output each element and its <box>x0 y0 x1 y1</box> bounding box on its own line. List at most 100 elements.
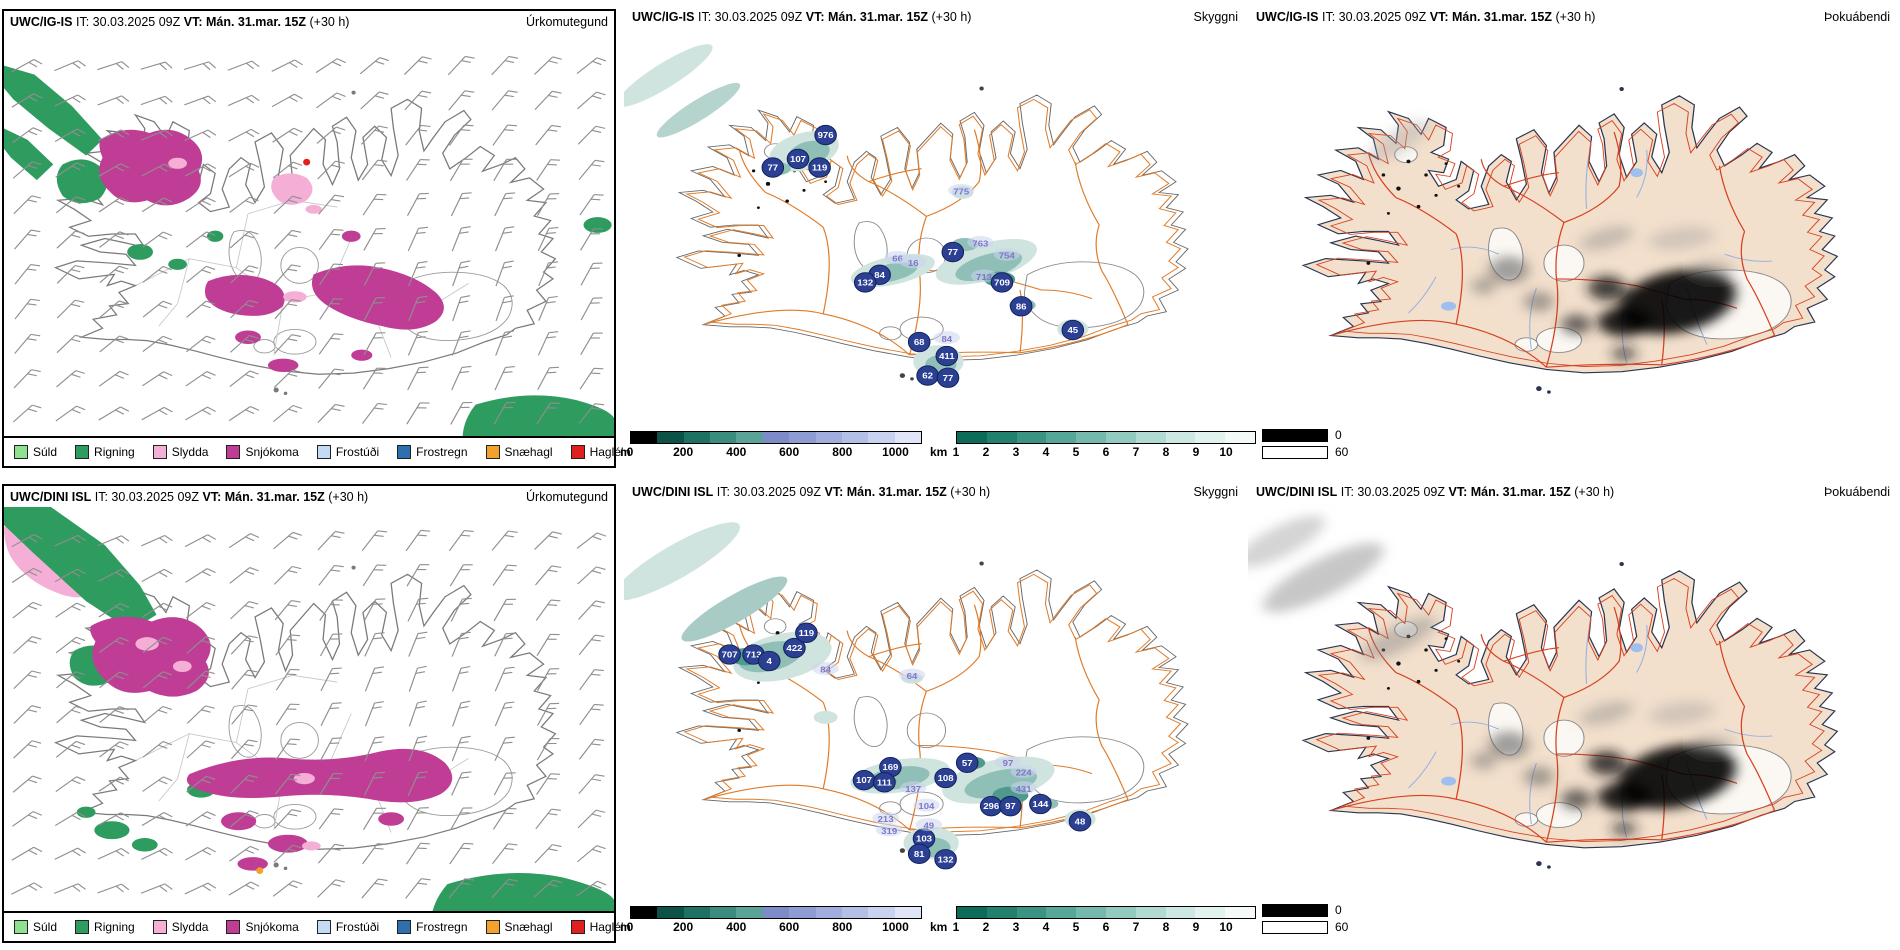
station-value: 81 <box>914 849 925 858</box>
station-value: 84 <box>820 665 832 674</box>
station-value: 84 <box>941 334 953 343</box>
legend-swatch <box>316 445 331 459</box>
legend-swatch <box>14 920 28 934</box>
colorbar-ticks: 1 2 3 4 5 6 7 8 9 10 <box>953 444 1256 459</box>
map-area <box>1248 503 1900 910</box>
colorbar-segment <box>957 432 987 443</box>
run-info: UWC/IG-IS IT: 30.03.2025 09Z VT: Mán. 31… <box>632 10 971 24</box>
colorbar-tick: 2 <box>982 445 990 459</box>
precip-legend-item: Súld <box>14 445 57 459</box>
vt-label: VT: <box>183 15 203 29</box>
colorbar-segment <box>762 432 790 443</box>
map-area <box>4 507 614 911</box>
legend-label: Frostregn <box>416 920 468 934</box>
precip-frame: UWC/IG-IS IT: 30.03.2025 09Z VT: Mán. 31… <box>2 9 624 468</box>
vt-label: VT: <box>1429 10 1449 24</box>
station-value: 107 <box>790 154 806 163</box>
map-area: 976 107 119 77 775 763 77 754 713 709 84 132 66 16 86 4… <box>624 30 1248 420</box>
precip-legend: Súld Rigning Slydda Snjókoma Frostúði Frostre… <box>4 911 624 941</box>
station-value: 137 <box>905 784 921 793</box>
it-value: 30.03.2025 09Z <box>111 490 199 504</box>
colorbar-segment <box>736 907 763 918</box>
it-label: IT: <box>94 490 108 504</box>
precip-legend-item: Haglél <box>570 445 624 459</box>
panel-fog-dini: UWC/DINI ISL IT: 30.03.2025 09Z VT: Mán.… <box>1248 475 1900 950</box>
panel-header: UWC/IG-IS IT: 30.03.2025 09Z VT: Mán. 31… <box>1256 10 1890 24</box>
colorbar-segment <box>683 432 711 443</box>
colorbar-tick: 5 <box>1072 445 1080 459</box>
fog-legend-value: 0 <box>1335 903 1342 917</box>
station-value: 84 <box>874 270 886 279</box>
vt-value: Mán. 31.mar. 15Z <box>224 490 325 504</box>
legend-swatch <box>75 920 90 934</box>
colorbar-segment <box>815 432 842 443</box>
it-value: 30.03.2025 09Z <box>733 485 821 499</box>
station-value: 48 <box>1075 817 1086 826</box>
model-name: UWC/DINI ISL <box>632 485 714 499</box>
station-value: 103 <box>916 834 932 843</box>
colorbar-segment <box>710 907 737 918</box>
it-value: 30.03.2025 09Z <box>1338 10 1427 24</box>
legend-swatch <box>226 920 241 934</box>
station-value: 775 <box>953 187 969 196</box>
station-value: 976 <box>818 131 834 140</box>
precip-legend-item: Snjókoma <box>226 445 299 459</box>
legend-swatch <box>14 445 28 459</box>
colorbar-unit: km <box>930 920 948 934</box>
station-value: 77 <box>943 373 954 382</box>
product-label: Skyggni <box>1193 10 1238 24</box>
fog-legend-row: 0 <box>1262 903 1348 917</box>
it-value: 30.03.2025 09Z <box>714 10 803 24</box>
legend-label: Snæhagl <box>504 920 553 934</box>
it-label: IT: <box>1340 485 1354 499</box>
station-value: 49 <box>923 821 934 830</box>
panel-header: UWC/IG-IS IT: 30.03.2025 09Z VT: Mán. 31… <box>632 10 1238 24</box>
precip-legend-item: Frostúði <box>316 920 379 934</box>
colorbar-unit: m <box>620 920 631 934</box>
legend-label: Snjókoma <box>245 920 299 934</box>
panel-header: UWC/DINI ISL IT: 30.03.2025 09Z VT: Mán.… <box>1256 485 1890 499</box>
precip-legend-item: Snæhagl <box>485 920 553 934</box>
wind-barbs <box>11 529 607 899</box>
colorbar-unit: m <box>620 445 631 459</box>
legend-swatch <box>226 445 241 459</box>
colorbar-tick: 600 <box>779 445 800 459</box>
station-value: 431 <box>1016 784 1032 793</box>
legend-label: Haglél <box>589 920 624 934</box>
panel-precip-igis: UWC/IG-IS IT: 30.03.2025 09Z VT: Mán. 31… <box>0 0 624 475</box>
visibility-colorbar: km 1 2 3 4 5 6 7 8 9 10 <box>930 906 1256 934</box>
station-value: 411 <box>939 352 954 361</box>
model-name: UWC/IG-IS <box>632 10 695 24</box>
station-value: 709 <box>994 278 1010 287</box>
colorbar-tick: 7 <box>1132 920 1140 934</box>
colorbar-tick: 3 <box>1012 445 1020 459</box>
vt-label: VT: <box>805 10 825 24</box>
colorbar-tick: 800 <box>832 920 853 934</box>
colorbar-segment <box>657 907 684 918</box>
station-value: 119 <box>812 163 827 172</box>
precip-map <box>4 507 614 911</box>
station-value: 86 <box>1016 302 1027 311</box>
colorbar-tick: 4 <box>1042 445 1050 459</box>
legend-label: Súld <box>33 920 58 934</box>
fog-legend-row: 60 <box>1262 445 1348 459</box>
colorbar-segment <box>986 907 1017 918</box>
colorbar-segment <box>986 432 1017 443</box>
product-label: Skyggni <box>1193 485 1238 499</box>
cloudbase-colorbar: m 0 200 400 600 800 1000 <box>620 431 922 459</box>
map-area <box>4 32 614 436</box>
vt-value: Mán. 31.mar. 15Z <box>846 485 947 499</box>
colorbar-segment <box>683 907 711 918</box>
vt-label: VT: <box>824 485 844 499</box>
run-info: UWC/DINI ISL IT: 30.03.2025 09Z VT: Mán.… <box>10 490 368 504</box>
model-name: UWC/IG-IS <box>1256 10 1319 24</box>
panel-visibility-dini: UWC/DINI ISL IT: 30.03.2025 09Z VT: Mán.… <box>620 475 1256 950</box>
colorbar-segment <box>1046 907 1077 918</box>
colorbar-tick: 1000 <box>882 445 909 459</box>
colorbar-segment <box>1016 432 1047 443</box>
precip-legend-item: Frostregn <box>397 445 468 459</box>
colorbar-segment <box>631 432 658 443</box>
legend-label: Snjókoma <box>245 445 299 459</box>
